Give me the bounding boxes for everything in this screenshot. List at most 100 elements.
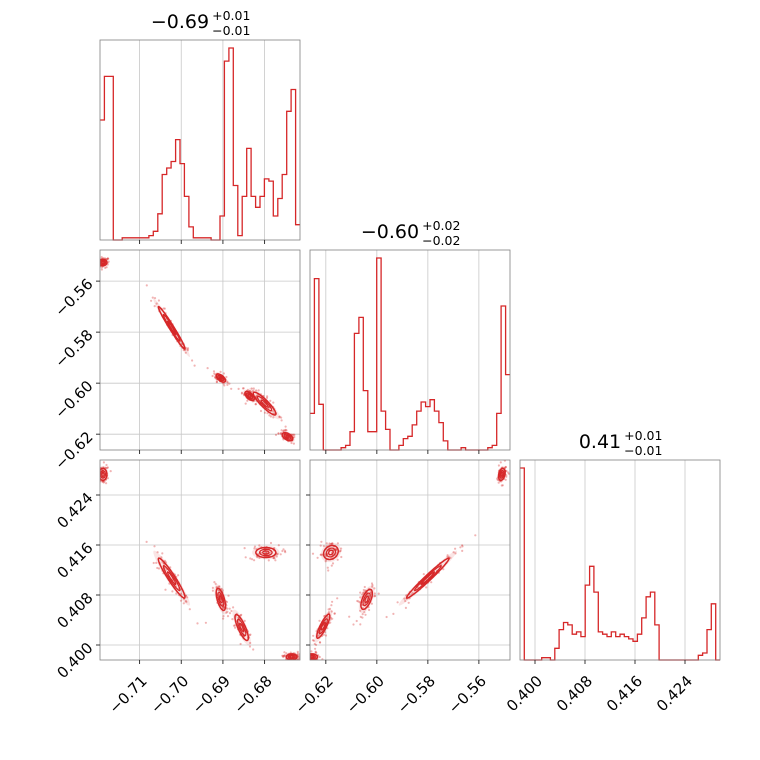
contour-middle (162, 564, 181, 592)
contour-inner (285, 434, 290, 439)
sample-point (246, 388, 249, 391)
sample-point (327, 569, 330, 572)
y-tick-label: 0.424 (53, 489, 96, 532)
sample-point (277, 432, 280, 435)
sample-point (240, 613, 243, 616)
sample-point (215, 380, 218, 383)
sample-point (305, 656, 307, 658)
sample-point (232, 606, 235, 609)
sample-point (254, 403, 257, 406)
sample-point (333, 612, 336, 615)
sample-point (250, 390, 253, 394)
sample-point (336, 542, 339, 545)
sample-point (254, 403, 257, 406)
contour-inner (218, 595, 223, 604)
sample-point (218, 585, 221, 588)
sample-point (276, 552, 279, 556)
sample-point (222, 372, 225, 375)
sample-point (340, 547, 343, 550)
density-region (314, 609, 333, 643)
x-tick-label: −0.62 (292, 672, 337, 717)
sample-point (333, 612, 336, 615)
panel-frame-1-1 (309, 249, 511, 451)
sample-point (474, 534, 477, 537)
contour-middle (362, 592, 371, 607)
sample-point (106, 466, 109, 469)
contour-middle (217, 374, 225, 382)
sample-point (296, 650, 299, 654)
sample-point (356, 599, 359, 603)
sample-point (461, 549, 464, 553)
sample-point (282, 548, 285, 551)
sample-point (266, 395, 269, 398)
sample-point (496, 478, 499, 482)
sample-point (318, 633, 321, 637)
histogram-0 (100, 47, 300, 241)
sample-point (264, 551, 267, 554)
grid-1-0 (100, 250, 300, 450)
sample-point (282, 655, 285, 658)
sample-point (324, 555, 327, 558)
contour-middle (246, 392, 254, 400)
sample-point (225, 611, 228, 614)
sample-point (331, 617, 334, 620)
sample-point (403, 597, 406, 600)
sample-point (246, 399, 249, 402)
contour-middle (310, 654, 317, 660)
sample-point (241, 387, 245, 390)
sample-point (430, 581, 433, 584)
sample-point (191, 359, 194, 362)
sample-point (163, 307, 166, 310)
sample-point (282, 654, 285, 658)
sample-point (371, 585, 374, 588)
sample-point (373, 592, 376, 595)
sample-point (204, 621, 207, 624)
sample-point (105, 482, 108, 485)
sample-point (100, 266, 103, 269)
sample-point (297, 654, 300, 657)
sample-point (273, 557, 276, 560)
sample-point (212, 370, 216, 373)
sample-point (272, 557, 275, 560)
sample-point (301, 652, 303, 654)
contour-inner (364, 595, 369, 604)
sample-point (311, 639, 315, 642)
sample-point (304, 655, 306, 657)
ticks-0-0 (139, 240, 266, 244)
sample-point (328, 607, 332, 611)
sample-point (313, 642, 316, 646)
sample-point (226, 607, 229, 610)
sample-point (265, 396, 269, 399)
sample-point (312, 634, 315, 637)
sample-point (217, 585, 220, 589)
sample-point (244, 402, 247, 405)
sample-point (186, 596, 189, 599)
sample-point (307, 655, 309, 657)
sample-point (318, 619, 321, 622)
contour-inner (420, 571, 436, 586)
panel-frame-0-0 (99, 39, 301, 241)
sample-point (422, 573, 425, 576)
sample-point (93, 468, 95, 470)
contour-outer (157, 305, 186, 350)
sample-point (272, 416, 275, 419)
sample-point (226, 610, 229, 613)
contour-outer (215, 587, 227, 612)
sample-point (331, 542, 334, 545)
sample-point (226, 383, 229, 386)
sample-point (330, 604, 333, 607)
sample-point (361, 593, 364, 596)
sample-point (318, 641, 321, 644)
sample-point (363, 585, 366, 589)
sample-point (326, 566, 329, 569)
sample-point (296, 652, 299, 655)
sample-point (248, 391, 252, 394)
sample-point (253, 559, 256, 562)
density-region (153, 550, 190, 606)
sample-point (222, 606, 225, 609)
sample-point (97, 264, 99, 266)
contour-outer (234, 613, 250, 642)
y-tick-label: −0.56 (51, 275, 96, 320)
grid-0-0 (139, 40, 265, 240)
sample-point (150, 299, 153, 302)
